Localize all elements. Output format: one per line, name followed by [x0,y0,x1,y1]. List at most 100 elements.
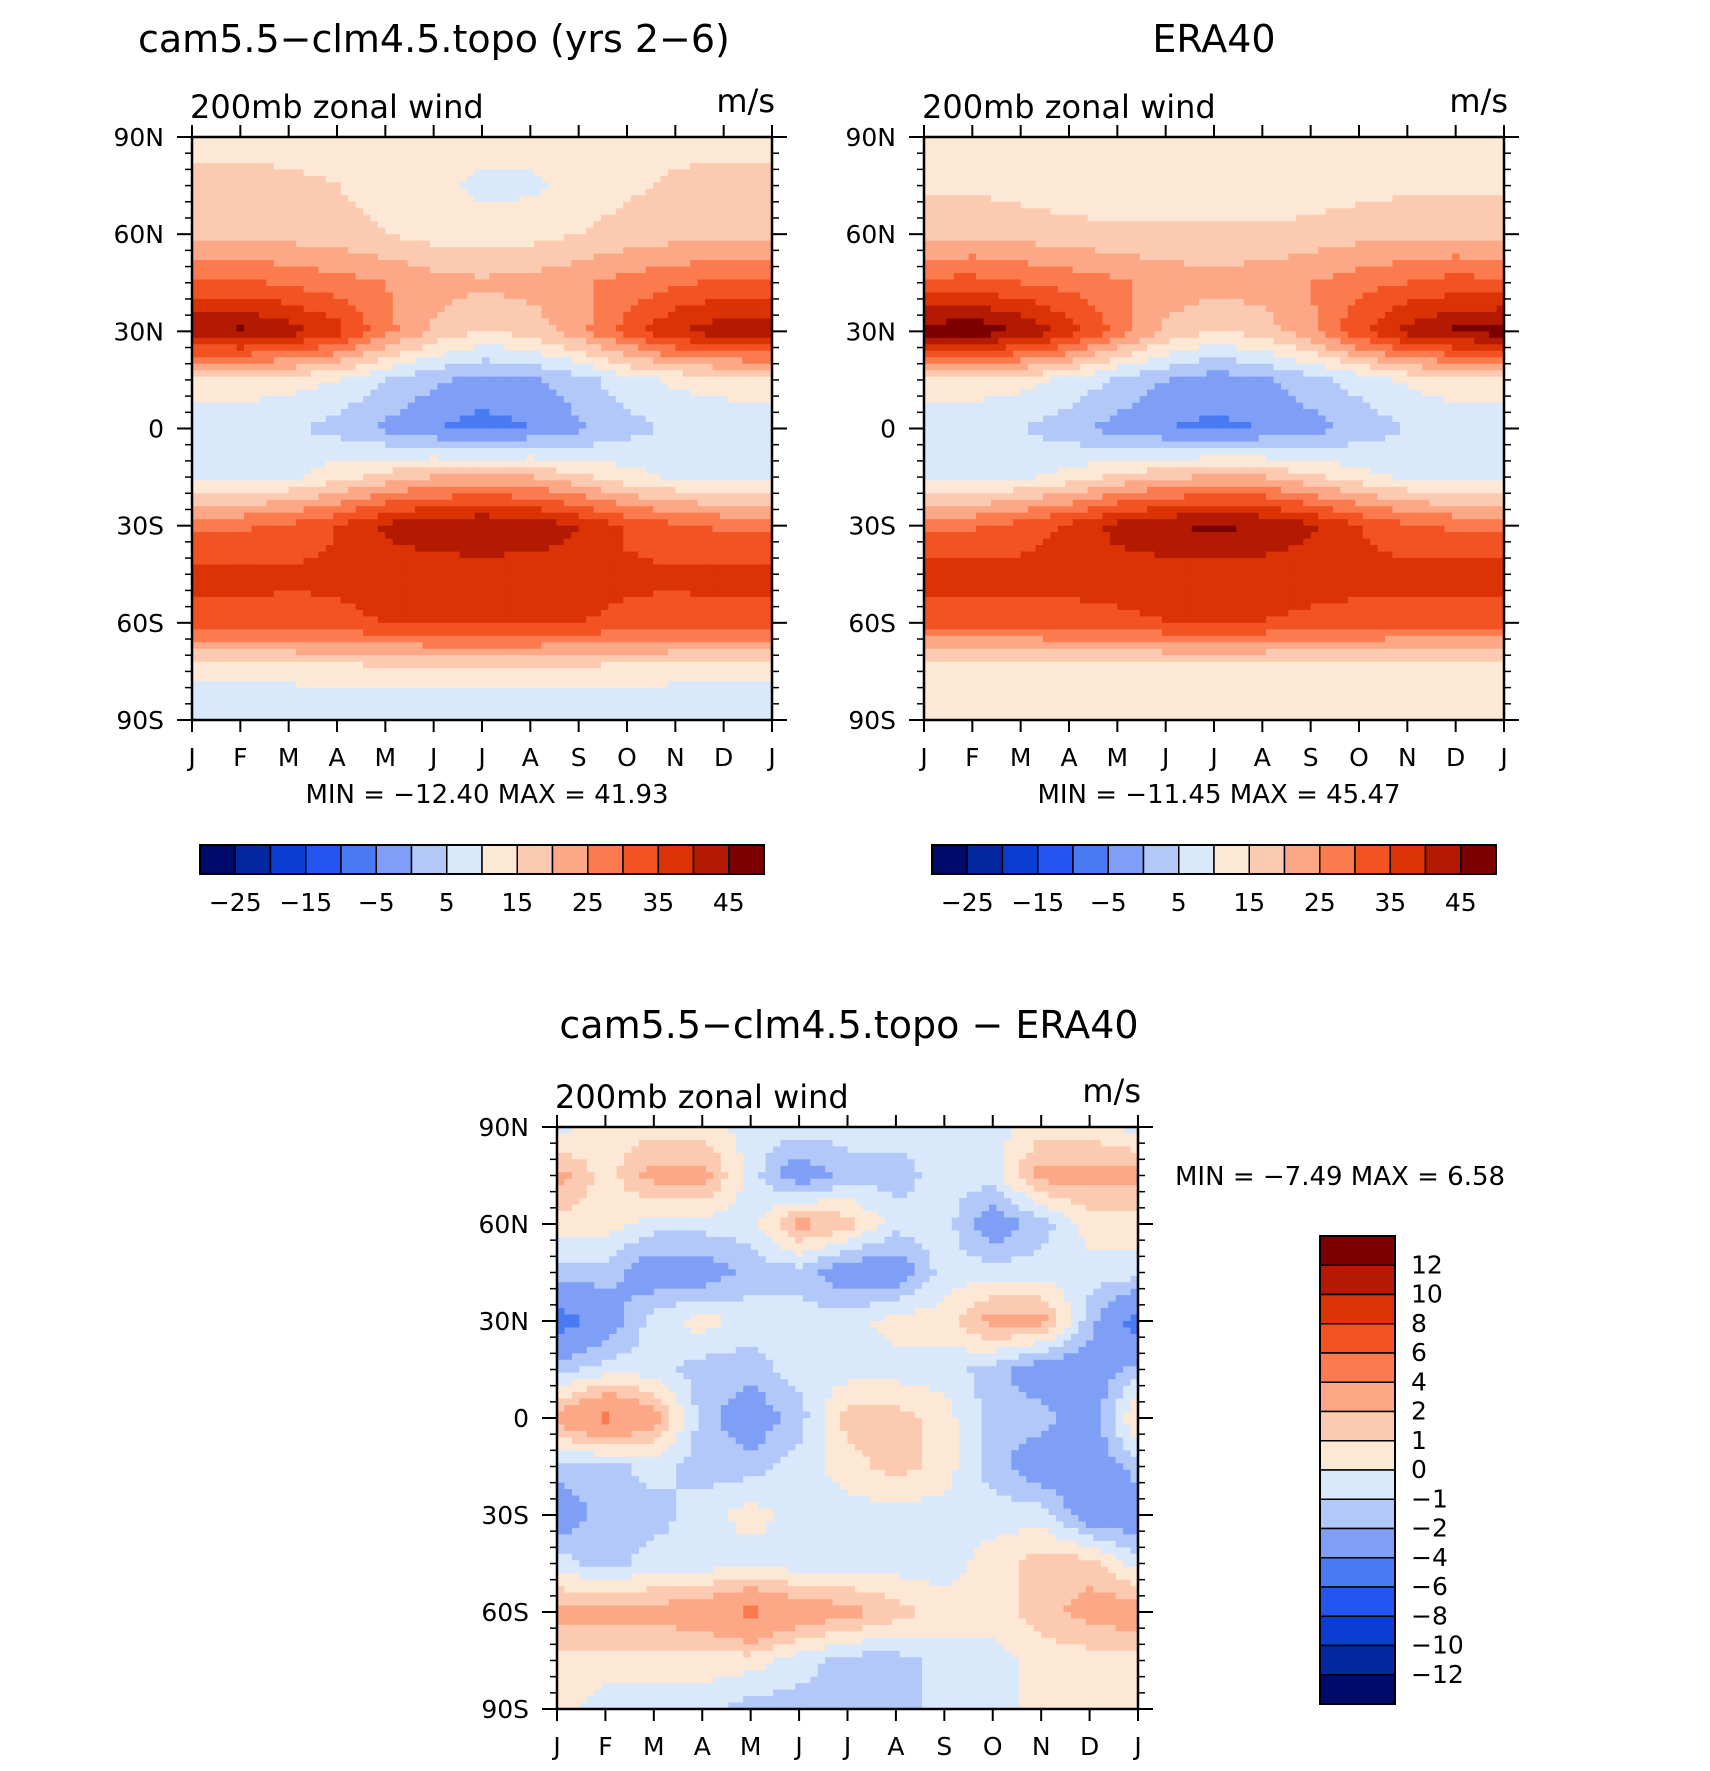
field-cell [244,376,253,384]
field-cell [258,266,267,274]
field-cell [296,208,305,216]
field-cell [310,538,320,546]
field-cell [608,350,617,358]
field-cell [712,311,721,319]
field-cell [519,188,528,196]
field-cell [422,486,431,494]
field-cell [266,175,275,183]
field-cell [318,175,327,183]
field-cell [534,188,543,196]
field-cell [534,383,543,391]
field-cell [563,532,572,540]
field-cell [496,324,505,332]
field-cell [719,538,728,546]
field-cell [697,337,706,345]
field-cell [206,305,215,313]
field-cell [534,305,543,313]
field-cell [734,519,743,527]
field-cell [281,234,290,242]
field-cell [236,149,245,158]
field-cell [586,409,595,417]
field-cell [400,182,409,190]
field-cell [608,137,617,145]
field-cell [749,311,758,319]
field-cell [526,357,535,365]
field-cell [266,519,275,527]
field-cell [548,337,557,345]
field-cell [199,519,208,527]
field-cell [266,473,275,481]
field-cell [229,240,238,248]
field-cell [303,454,312,462]
field-cell [697,409,706,417]
field-cell [541,422,550,430]
field-cell [734,441,743,449]
field-cell [496,441,505,449]
field-cell [296,266,305,274]
field-cell [556,169,565,177]
field-cell [363,149,372,158]
field-cell [258,480,267,488]
field-cell [318,357,327,365]
field-cell [496,486,505,494]
field-cell [764,227,772,235]
field-cell [593,350,602,358]
field-cell [385,532,394,540]
field-cell [467,344,476,352]
field-cell [623,532,632,540]
field-cell [697,344,706,352]
field-cell [645,376,654,384]
field-cell [400,337,409,345]
field-cell [348,538,357,546]
field-cell [400,467,409,475]
field-cell [630,363,639,371]
field-cell [489,195,498,203]
field-cell [474,467,483,475]
field-cell [437,434,446,443]
field-cell [534,350,543,358]
field-cell [273,389,282,397]
field-cell [519,337,528,345]
field-cell [742,350,751,358]
field-cell [251,519,260,527]
field-cell [363,292,372,300]
field-cell [251,370,260,378]
field-cell [534,415,543,423]
field-cell [429,441,438,449]
field-cell [675,493,684,501]
field-cell [251,247,260,255]
field-cell [400,545,409,553]
field-cell [467,512,476,520]
field-cell [214,545,223,553]
field-cell [251,240,260,248]
field-cell [504,454,513,462]
field-cell [697,214,706,222]
field-cell [407,292,416,300]
field-cell [571,370,580,378]
field-cell [511,396,520,404]
field-cell [638,480,647,488]
field-cell [229,344,238,352]
field-cell [578,434,587,443]
field-cell [489,240,498,248]
field-cell [444,143,453,151]
field-cell [355,350,364,358]
field-cell [556,402,565,410]
field-cell [727,545,736,553]
field-cell [705,467,714,475]
field-cell [444,227,453,235]
field-cell [273,357,282,365]
field-cell [221,169,230,177]
field-cell [415,525,424,533]
field-cell [600,493,610,501]
field-cell [310,201,320,209]
field-cell [630,428,639,436]
field-cell [407,525,416,533]
field-cell [303,415,312,423]
field-cell [742,441,751,449]
field-cell [415,188,424,196]
field-cell [697,169,706,177]
field-cell [526,422,535,430]
field-cell [348,337,357,345]
field-cell [377,467,386,475]
